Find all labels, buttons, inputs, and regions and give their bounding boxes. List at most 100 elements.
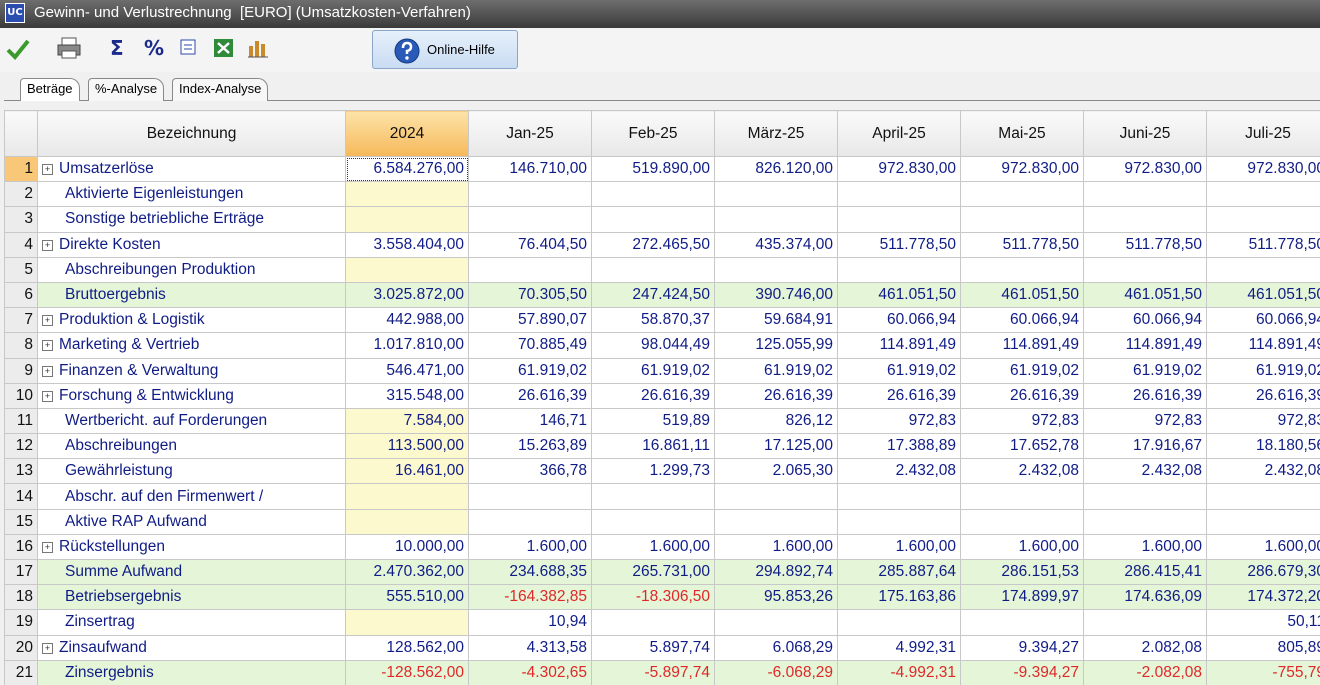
value-cell: 61.919,02	[960, 357, 1084, 384]
value-cell	[591, 206, 715, 233]
tab[interactable]: Beträge	[20, 78, 80, 101]
chart-icon[interactable]	[246, 36, 270, 60]
column-header: Jan-25	[468, 110, 592, 157]
expand-toggle[interactable]: +	[42, 642, 53, 654]
app-icon: UC	[5, 3, 25, 23]
table-row: 5 Abschreibungen Produktion	[4, 256, 1320, 283]
row-label: Aktive RAP Aufwand	[37, 508, 346, 535]
row-label-text: Gewährleistung	[65, 462, 173, 480]
row-label: Aktivierte Eigenleistungen	[37, 181, 346, 208]
value-cell: 972.830,00	[1206, 155, 1320, 183]
row-label: Bruttoergebnis	[37, 281, 346, 309]
value-cell: 294.892,74	[714, 558, 838, 586]
value-cell: 272.465,50	[591, 231, 715, 258]
value-cell: 3.558.404,00	[345, 231, 469, 258]
tab[interactable]: Index-Analyse	[172, 78, 269, 101]
row-label-text: Marketing & Vertrieb	[59, 336, 200, 354]
value-cell: 70.885,49	[468, 332, 592, 359]
row-number: 12	[4, 433, 38, 460]
value-cell: 61.919,02	[837, 357, 961, 384]
value-cell: 61.919,02	[1083, 357, 1207, 384]
table-row: 1 + Umsatzerlöse 6.584.276,00 146.710,00 519.…	[4, 155, 1320, 183]
value-cell: 1.600,00	[591, 533, 715, 561]
value-cell	[1083, 256, 1207, 283]
value-cell: 26.616,39	[591, 382, 715, 409]
value-cell: -9.394,27	[960, 659, 1084, 685]
row-label: Sonstige betriebliche Erträge	[37, 206, 346, 233]
row-label-text: Produktion & Logistik	[59, 311, 205, 329]
value-cell	[345, 609, 469, 636]
value-cell: 17.652,78	[960, 433, 1084, 460]
tab-bar: Beträge %-Analyse Index-Analyse	[0, 72, 1320, 106]
expand-toggle[interactable]: +	[42, 164, 53, 176]
sum-button[interactable]: Σ	[110, 36, 124, 60]
expand-toggle[interactable]: +	[42, 365, 53, 377]
row-label-text: Bruttoergebnis	[65, 286, 166, 304]
row-label-text: Zinsergebnis	[65, 663, 154, 681]
value-cell: 125.055,99	[714, 332, 838, 359]
row-number: 15	[4, 508, 38, 535]
value-cell: 98.044,49	[591, 332, 715, 359]
value-cell: 2.082,08	[1083, 634, 1207, 661]
expand-toggle[interactable]: +	[42, 315, 53, 327]
row-number: 8	[4, 332, 38, 359]
row-label: + Forschung & Entwicklung	[37, 382, 346, 409]
help-button[interactable]: Online-Hilfe	[372, 30, 518, 69]
value-cell: 435.374,00	[714, 231, 838, 258]
value-cell: 234.688,35	[468, 558, 592, 586]
value-cell: -2.082,08	[1083, 659, 1207, 685]
row-label: + Rückstellungen	[37, 533, 346, 561]
value-cell: 58.870,37	[591, 307, 715, 334]
row-label-text: Forschung & Entwicklung	[59, 386, 234, 404]
expand-toggle[interactable]: +	[42, 340, 53, 352]
value-cell	[714, 206, 838, 233]
value-cell: 17.916,67	[1083, 433, 1207, 460]
row-number: 21	[4, 659, 38, 685]
value-cell	[714, 256, 838, 283]
value-cell: 174.372,20	[1206, 584, 1320, 611]
expand-toggle[interactable]: +	[42, 390, 53, 402]
value-cell: 60.066,94	[1206, 307, 1320, 334]
value-cell: 5.897,74	[591, 634, 715, 661]
percent-button[interactable]: %	[144, 36, 165, 60]
row-label-text: Abschreibungen	[65, 437, 178, 455]
row-number: 2	[4, 181, 38, 208]
value-cell: 114.891,49	[1206, 332, 1320, 359]
value-cell: 26.616,39	[714, 382, 838, 409]
value-cell: 7.584,00	[345, 407, 469, 435]
header-row: Bezeichnung 2024 Jan-25 Feb-25 März-25 April-…	[4, 110, 1320, 157]
value-cell	[1083, 609, 1207, 636]
value-cell: 555.510,00	[345, 584, 469, 611]
confirm-icon[interactable]	[6, 38, 30, 60]
value-cell: 972.830,00	[837, 155, 961, 183]
value-cell: 247.424,50	[591, 281, 715, 309]
value-cell: 972,83	[960, 407, 1084, 435]
value-cell: 1.600,00	[960, 533, 1084, 561]
value-cell	[960, 206, 1084, 233]
row-number: 16	[4, 533, 38, 561]
row-number: 3	[4, 206, 38, 233]
row-label-text: Wertbericht. auf Forderungen	[65, 411, 268, 429]
column-header: April-25	[837, 110, 961, 157]
print-icon[interactable]	[56, 36, 82, 60]
value-cell: 805,89	[1206, 634, 1320, 661]
row-label: Zinsergebnis	[37, 659, 346, 685]
tab[interactable]: %-Analyse	[88, 78, 165, 101]
table-row: 3 Sonstige betriebliche Erträge	[4, 206, 1320, 233]
value-cell: 1.600,00	[714, 533, 838, 561]
excel-icon[interactable]	[212, 37, 236, 59]
value-cell: 2.432,08	[837, 458, 961, 485]
table-row: 8 + Marketing & Vertrieb 1.017.810,00 70.885…	[4, 332, 1320, 359]
row-label-text: Rückstellungen	[59, 537, 165, 555]
row-label-text: Abschr. auf den Firmenwert /	[65, 487, 264, 505]
column-header: 2024	[345, 110, 469, 157]
row-label-text: Zinsaufwand	[59, 638, 147, 656]
value-cell	[1083, 483, 1207, 510]
expand-toggle[interactable]: +	[42, 541, 53, 553]
table-row: 7 + Produktion & Logistik 442.988,00 57.890,…	[4, 307, 1320, 334]
transfer-icon[interactable]	[178, 37, 200, 59]
row-label: Gewährleistung	[37, 458, 346, 485]
value-cell	[591, 508, 715, 535]
expand-toggle[interactable]: +	[42, 239, 53, 251]
value-cell	[345, 508, 469, 535]
